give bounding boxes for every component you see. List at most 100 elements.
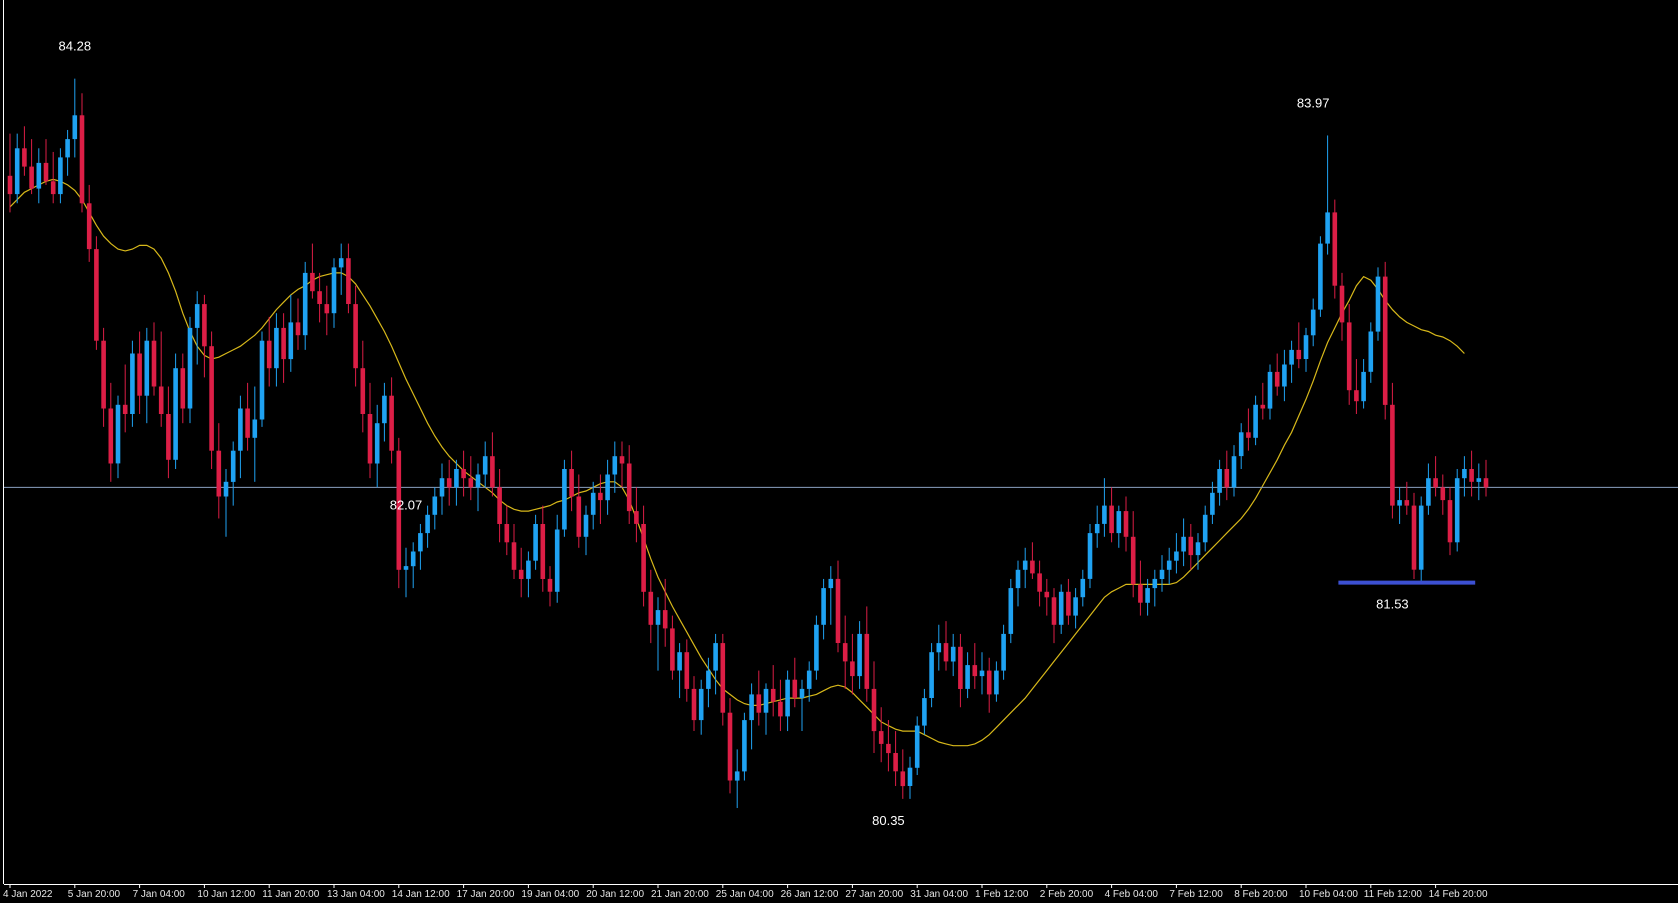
bullish-candle	[554, 514, 560, 603]
bearish-candle	[626, 445, 632, 524]
bearish-candle	[684, 639, 690, 702]
bearish-candle	[216, 423, 222, 519]
candle-body	[230, 450, 236, 482]
candle-body	[346, 258, 351, 304]
candle-body	[1145, 588, 1150, 603]
candle-body	[1310, 309, 1316, 336]
candle-body	[842, 643, 848, 662]
candle-body	[374, 423, 380, 464]
candle-body	[893, 753, 898, 772]
bearish-candle	[1346, 304, 1352, 405]
bearish-candle	[641, 505, 646, 607]
candle-body	[1325, 212, 1330, 244]
candle-body	[396, 450, 402, 570]
bullish-candle	[1181, 518, 1186, 567]
bearish-candle	[871, 661, 877, 754]
x-tick-label: 25 Jan 04:00	[716, 889, 774, 900]
candle-body	[641, 524, 646, 592]
candle-body	[1462, 469, 1467, 479]
bullish-candle	[526, 551, 531, 598]
bearish-candle	[1051, 588, 1057, 644]
bullish-candle	[1080, 569, 1086, 607]
candle-body	[180, 368, 186, 409]
candle-body	[1181, 536, 1186, 552]
candle-body	[252, 419, 258, 438]
candle-body	[655, 610, 661, 625]
bullish-candle	[187, 316, 193, 424]
bullish-candle	[1462, 456, 1467, 497]
bearish-candle	[108, 382, 114, 482]
bullish-candle	[655, 597, 661, 671]
bullish-candle	[230, 441, 236, 506]
candle-body	[929, 652, 934, 698]
candle-body	[583, 514, 589, 537]
bullish-candle	[742, 712, 747, 781]
candle-body	[857, 633, 862, 677]
bullish-candle	[36, 148, 42, 204]
candle-body	[1354, 390, 1359, 402]
candle-body	[922, 698, 927, 726]
bearish-candle	[648, 569, 654, 644]
candle-body	[1152, 578, 1158, 589]
x-tick-label: 21 Jan 20:00	[651, 889, 709, 900]
candle-body	[684, 652, 690, 689]
candle-body	[598, 492, 603, 501]
bullish-candle	[432, 487, 438, 530]
candle-body	[1382, 276, 1388, 405]
bearish-candle	[22, 126, 27, 176]
bearish-candle	[770, 665, 776, 717]
bearish-candle	[202, 294, 207, 378]
bullish-candle	[144, 327, 150, 424]
bullish-candle	[785, 670, 790, 732]
candle-body	[1166, 560, 1172, 570]
bullish-candle	[914, 716, 920, 776]
bearish-candle	[396, 437, 402, 589]
bullish-candle	[936, 624, 942, 671]
bearish-candle	[353, 285, 358, 387]
bearish-candle	[511, 523, 517, 579]
candle-body	[1224, 469, 1230, 488]
candle-body	[562, 469, 567, 530]
candle-body	[367, 414, 373, 464]
bearish-candle	[245, 382, 250, 451]
candle-body	[173, 368, 178, 460]
bearish-candle	[1382, 261, 1388, 420]
candle-body	[29, 166, 34, 189]
bearish-candle	[1411, 492, 1417, 579]
bearish-candle	[490, 432, 495, 497]
candle-body	[1346, 322, 1352, 391]
bullish-candle	[1253, 395, 1258, 446]
x-tick-label: 10 Feb 04:00	[1299, 889, 1358, 900]
candle-body	[958, 646, 963, 689]
bearish-candle	[1354, 359, 1359, 415]
bearish-candle	[1109, 487, 1114, 543]
bearish-candle	[691, 676, 697, 732]
bullish-candle	[1058, 584, 1064, 634]
candle-body	[1476, 478, 1482, 482]
bullish-candle	[288, 294, 294, 372]
candle-body	[878, 731, 884, 744]
candle-body	[1058, 591, 1064, 625]
bearish-candle	[166, 386, 171, 479]
candle-body	[353, 304, 358, 369]
price-annotation: 84.28	[59, 39, 92, 54]
candle-body	[360, 368, 366, 414]
candle-body	[720, 643, 726, 713]
bearish-candle	[842, 615, 848, 689]
candle-body	[36, 162, 42, 189]
candle-body	[569, 469, 574, 497]
candle-body	[814, 624, 819, 671]
bearish-candle	[101, 327, 106, 427]
bullish-candle	[857, 621, 862, 689]
candle-body	[288, 322, 294, 360]
bullish-candle	[734, 749, 740, 809]
candle-body	[706, 670, 711, 689]
candle-body	[194, 304, 200, 328]
bullish-candle	[1289, 340, 1294, 383]
candle-body	[1123, 511, 1129, 537]
candle-body	[590, 492, 596, 515]
bearish-candle	[461, 450, 466, 497]
candle-body	[554, 529, 560, 592]
